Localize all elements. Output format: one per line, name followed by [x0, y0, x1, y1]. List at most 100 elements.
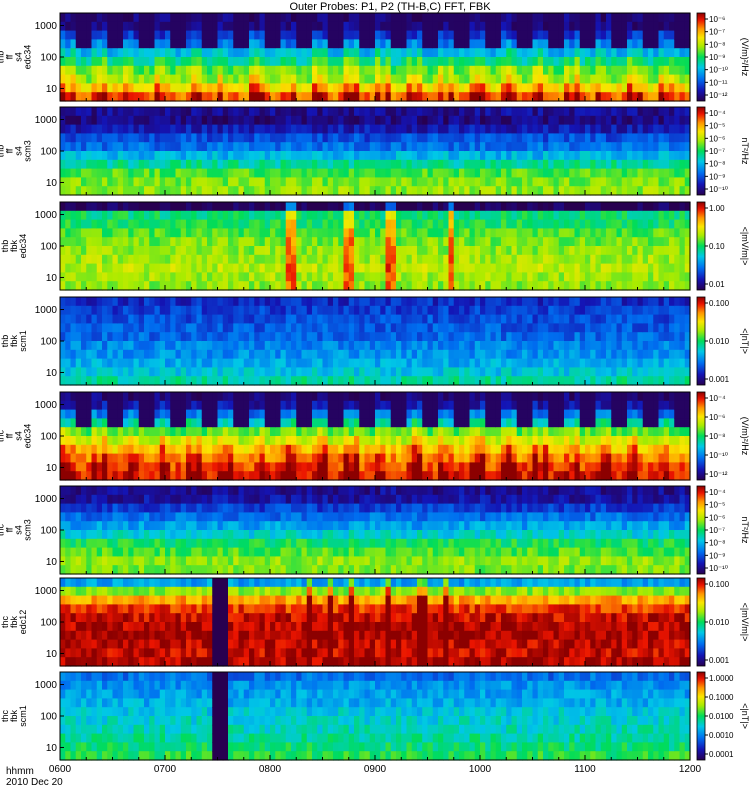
spectrogram-cell — [102, 367, 108, 377]
spectrogram-cell — [217, 30, 224, 40]
spectrogram-cell — [338, 30, 345, 40]
spectrogram-cell — [65, 367, 72, 377]
spectrogram-cell — [138, 254, 145, 265]
spectrogram-cell — [611, 30, 618, 40]
spectrogram-cell — [432, 341, 439, 351]
spectrogram-cell — [669, 65, 675, 76]
spectrogram-cell — [679, 323, 686, 333]
spectrogram-cell — [291, 13, 297, 23]
spectrogram-cell — [611, 246, 618, 256]
spectrogram-cell — [448, 219, 455, 229]
spectrogram-cell — [527, 159, 534, 170]
spectrogram-cell — [537, 314, 544, 324]
spectrogram-cell — [653, 177, 660, 187]
spectrogram-cell — [133, 281, 140, 291]
spectrogram-cell — [411, 349, 418, 360]
spectrogram-cell — [411, 57, 418, 67]
spectrogram-cell — [448, 177, 455, 187]
spectrogram-cell — [648, 115, 654, 126]
spectrogram-cell — [443, 65, 450, 76]
spectrogram-cell — [532, 74, 539, 84]
spectrogram-cell — [291, 246, 297, 256]
spectrogram-cell — [632, 349, 639, 360]
spectrogram-cell — [595, 314, 602, 324]
spectrogram-cell — [259, 358, 266, 368]
spectrogram-cell — [228, 358, 234, 368]
spectrogram-cell — [254, 48, 261, 58]
spectrogram-cell — [149, 246, 156, 256]
spectrogram-cell — [107, 254, 114, 265]
spectrogram-cell — [522, 124, 528, 134]
spectrogram-cell — [464, 107, 471, 117]
spectrogram-cell — [301, 168, 308, 178]
spectrogram-cell — [191, 202, 198, 212]
spectrogram-cell — [291, 367, 297, 377]
spectrogram-cell — [238, 332, 245, 342]
spectrogram-cell — [432, 39, 439, 49]
spectrogram-cell — [380, 74, 387, 84]
spectrogram-cell — [75, 219, 82, 229]
spectrogram-cell — [501, 115, 507, 126]
spectrogram-cell — [186, 297, 192, 307]
spectrogram-cell — [459, 13, 465, 23]
spectrogram-cell — [275, 133, 282, 143]
spectrogram-cell — [585, 376, 591, 386]
spectrogram-cell — [86, 65, 93, 76]
spectrogram-cell — [207, 237, 213, 247]
spectrogram-cell — [485, 30, 492, 40]
spectrogram-cell — [354, 13, 360, 23]
spectrogram-cell — [107, 263, 114, 273]
spectrogram-cell — [207, 57, 213, 67]
spectrogram-cell — [438, 168, 444, 178]
spectrogram-cell — [369, 341, 376, 351]
spectrogram-cell — [70, 92, 77, 102]
spectrogram-cell — [679, 83, 686, 93]
spectrogram-cell — [123, 219, 129, 229]
spectrogram-cell — [438, 263, 444, 273]
spectrogram-cell — [432, 323, 439, 333]
spectrogram-cell — [637, 323, 644, 333]
spectrogram-cell — [464, 65, 471, 76]
spectrogram-cell — [669, 124, 675, 134]
spectrogram-cell — [243, 323, 250, 333]
spectrogram-cell — [60, 74, 66, 84]
spectrogram-cell — [558, 57, 565, 67]
spectrogram-cell — [285, 74, 292, 84]
spectrogram-cell — [259, 202, 266, 212]
spectrogram-cell — [233, 349, 240, 360]
spectrogram-cell — [417, 228, 423, 238]
spectrogram-cell — [600, 151, 607, 161]
spectrogram-cell — [653, 48, 660, 58]
spectrogram-cell — [91, 341, 98, 351]
spectrogram-cell — [606, 65, 612, 76]
spectrogram-cell — [385, 297, 392, 307]
spectrogram-cell — [159, 92, 166, 102]
spectrogram-cell — [648, 323, 654, 333]
spectrogram-cell — [390, 305, 397, 316]
spectrogram-cell — [663, 263, 670, 273]
spectrogram-cell — [154, 186, 161, 196]
spectrogram-cell — [296, 272, 303, 282]
spectrogram-cell — [480, 48, 486, 58]
spectrogram-cell — [196, 305, 203, 316]
spectrogram-cell — [480, 65, 486, 76]
spectrogram-cell — [380, 151, 387, 161]
spectrogram-cell — [306, 92, 313, 102]
spectrogram-cell — [333, 367, 339, 377]
spectrogram-cell — [669, 237, 675, 247]
spectrogram-cell — [432, 358, 439, 368]
spectrogram-cell — [348, 341, 355, 351]
spectrogram-cell — [422, 246, 429, 256]
spectrogram-cell — [364, 57, 371, 67]
spectrogram-cell — [627, 358, 633, 368]
spectrogram-cell — [91, 332, 98, 342]
spectrogram-cell — [217, 74, 224, 84]
spectrogram-cell — [553, 323, 560, 333]
spectrogram-cell — [674, 83, 681, 93]
spectrogram-cell — [280, 349, 287, 360]
spectrogram-cell — [243, 177, 250, 187]
spectrogram-cell — [338, 228, 345, 238]
spectrogram-cell — [627, 297, 633, 307]
spectrogram-cell — [474, 237, 481, 247]
spectrogram-cell — [579, 332, 586, 342]
